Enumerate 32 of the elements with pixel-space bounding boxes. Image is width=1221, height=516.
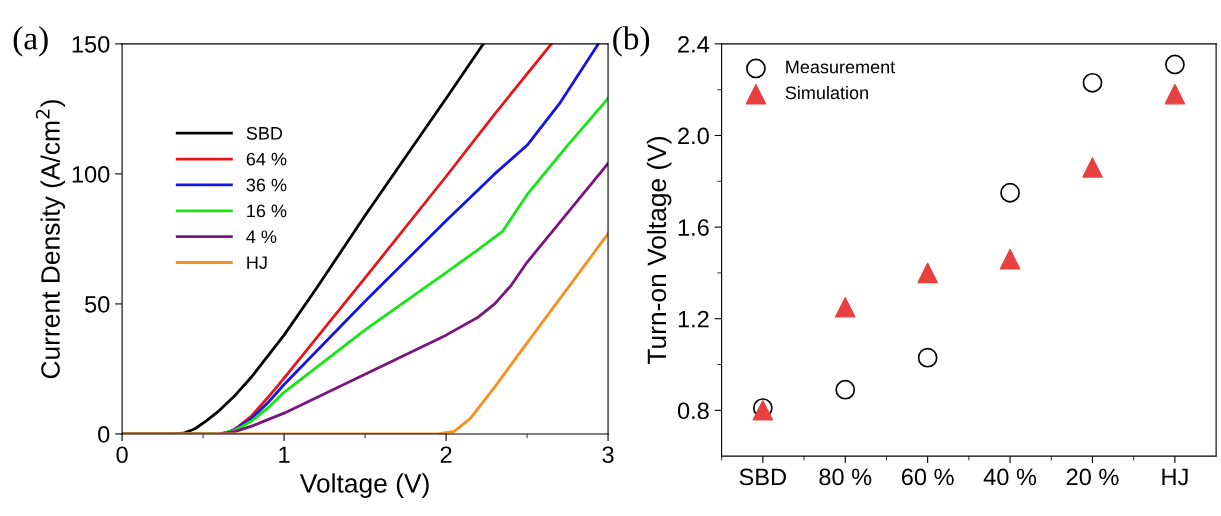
legend-label: 16 % <box>247 204 287 218</box>
legend-label: SBD <box>246 126 283 140</box>
x-tick-label: 3 <box>602 446 614 464</box>
y-tick-label: 150 <box>72 35 110 53</box>
y-axis-title: Current Density (A/cm$^{2}$) <box>35 100 66 379</box>
x-tick-label: 0 <box>116 446 128 464</box>
chart-title: (b) <box>613 26 650 57</box>
y-axis-title: Turn-on Voltage (V) <box>646 136 672 365</box>
x-tick-label: 40 % <box>983 468 1037 486</box>
x-tick-label: 20 % <box>1066 468 1119 486</box>
y-tick-label: 2.0 <box>678 127 709 145</box>
x-tick-label: 60 % <box>901 468 954 486</box>
x-tick-label: SBD <box>739 468 786 486</box>
legend-label: 4 % <box>246 230 277 244</box>
x-axis-title: Voltage (V) <box>299 473 429 498</box>
y-tick-label: 0.8 <box>677 402 709 420</box>
y-tick-label: 50 <box>84 295 110 313</box>
x-tick-label: HJ <box>1162 468 1188 486</box>
legend-label: Measurement <box>786 60 896 74</box>
y-tick-label: 1.6 <box>678 219 709 236</box>
x-tick-label: 80 % <box>819 468 872 486</box>
legend-label: 64 % <box>246 152 287 166</box>
y-tick-label: 100 <box>72 165 110 183</box>
y-tick-label: 0 <box>98 426 110 443</box>
legend-label: Simulation <box>785 85 868 100</box>
x-tick-label: 2 <box>440 446 452 463</box>
legend-label: HJ <box>247 256 267 269</box>
legend-label: 36 % <box>246 178 287 192</box>
x-tick-label: 1 <box>279 446 290 463</box>
y-tick-label: 2.4 <box>678 35 710 53</box>
y-tick-label: 1.2 <box>678 310 709 328</box>
chart-title: (a) <box>13 26 48 57</box>
